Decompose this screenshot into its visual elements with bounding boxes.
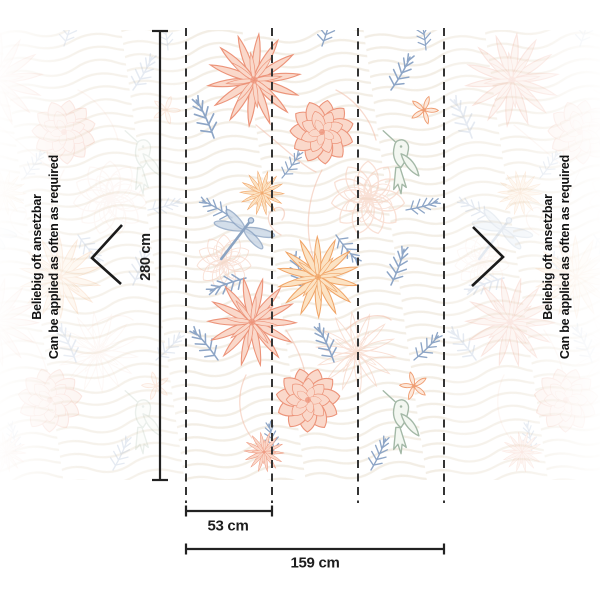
repeat-note-right-de: Beliebig oft ansetzbar: [541, 194, 555, 320]
wallpaper-pattern: [0, 30, 600, 480]
repeat-note-right-en: Can be applied as often as required: [558, 154, 572, 360]
repeat-note-left: Beliebig oft ansetzbar Can be applied as…: [29, 117, 63, 397]
panel-width-label: 53 cm: [207, 517, 249, 535]
edge-fade-right: [520, 30, 600, 480]
repeat-note-right: Beliebig oft ansetzbar Can be applied as…: [540, 117, 574, 397]
repeat-note-left-de: Beliebig oft ansetzbar: [30, 194, 44, 320]
repeat-note-left-en: Can be applied as often as required: [47, 154, 61, 360]
total-width-dimension-line: [184, 543, 446, 555]
height-label: 280 cm: [138, 233, 154, 281]
total-width-label: 159 cm: [290, 554, 340, 572]
wallpaper-pattern-svg: [0, 30, 600, 480]
panel-width-dimension-line: [184, 505, 274, 517]
edge-fade-left: [0, 30, 80, 480]
